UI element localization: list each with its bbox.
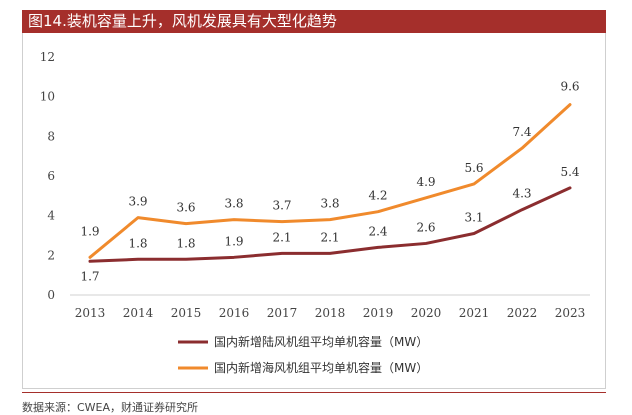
y-tick-label: 10 bbox=[40, 90, 55, 104]
legend-offshore-label: 国内新增海风机组平均单机容量（MW） bbox=[214, 360, 428, 375]
legend: 国内新增陆风机组平均单机容量（MW） 国内新增海风机组平均单机容量（MW） bbox=[178, 334, 428, 375]
x-tick-label: 2022 bbox=[507, 306, 538, 320]
y-tick-label: 4 bbox=[47, 209, 55, 223]
onshore-data-label: 1.7 bbox=[80, 269, 99, 283]
x-tick-label: 2015 bbox=[171, 306, 202, 320]
y-tick-label: 12 bbox=[40, 50, 55, 64]
offshore-data-label: 3.9 bbox=[128, 195, 147, 209]
offshore-data-label: 1.9 bbox=[80, 224, 99, 238]
legend-onshore-label: 国内新增陆风机组平均单机容量（MW） bbox=[214, 334, 428, 349]
offshore-data-label: 4.2 bbox=[368, 189, 387, 203]
onshore-data-label: 4.3 bbox=[512, 187, 531, 201]
offshore-data-label: 7.4 bbox=[512, 125, 531, 139]
x-tick-label: 2018 bbox=[315, 306, 346, 320]
bottom-rule bbox=[22, 392, 606, 393]
y-tick-label: 8 bbox=[47, 129, 55, 143]
x-tick-label: 2019 bbox=[363, 306, 394, 320]
onshore-data-label: 2.4 bbox=[368, 224, 387, 238]
onshore-data-label: 2.6 bbox=[416, 220, 435, 234]
y-tick-label: 2 bbox=[47, 248, 55, 262]
x-tick-label: 2013 bbox=[75, 306, 106, 320]
x-tick-label: 2017 bbox=[267, 306, 298, 320]
x-tick-label: 2016 bbox=[219, 306, 250, 320]
x-tick-label: 2014 bbox=[123, 306, 154, 320]
offshore-data-label: 3.8 bbox=[224, 197, 243, 211]
y-axis: 0 2 4 6 8 10 12 bbox=[40, 50, 56, 302]
x-tick-label: 2023 bbox=[555, 306, 586, 320]
onshore-data-label: 1.9 bbox=[224, 234, 243, 248]
offshore-data-label: 4.9 bbox=[416, 175, 435, 189]
onshore-data-label: 5.4 bbox=[560, 165, 579, 179]
onshore-data-label: 3.1 bbox=[464, 211, 483, 225]
offshore-data-label: 3.8 bbox=[320, 197, 339, 211]
onshore-data-label: 1.8 bbox=[128, 236, 147, 250]
x-tick-label: 2021 bbox=[459, 306, 490, 320]
offshore-data-label: 3.7 bbox=[272, 199, 291, 213]
onshore-data-label: 1.8 bbox=[176, 236, 195, 250]
offshore-data-label: 9.6 bbox=[560, 80, 579, 94]
source-note: 数据来源：CWEA，财通证券研究所 bbox=[22, 399, 198, 415]
y-tick-label: 0 bbox=[47, 288, 55, 302]
offshore-data-label: 5.6 bbox=[464, 161, 483, 175]
y-tick-label: 6 bbox=[47, 169, 55, 183]
x-axis: 2013 2014 2015 2016 2017 2018 2019 2020 2021 2022… bbox=[70, 295, 590, 320]
x-tick-label: 2020 bbox=[411, 306, 442, 320]
onshore-data-label: 2.1 bbox=[272, 230, 291, 244]
offshore-data-label: 3.6 bbox=[176, 201, 195, 215]
onshore-data-label: 2.1 bbox=[320, 230, 339, 244]
